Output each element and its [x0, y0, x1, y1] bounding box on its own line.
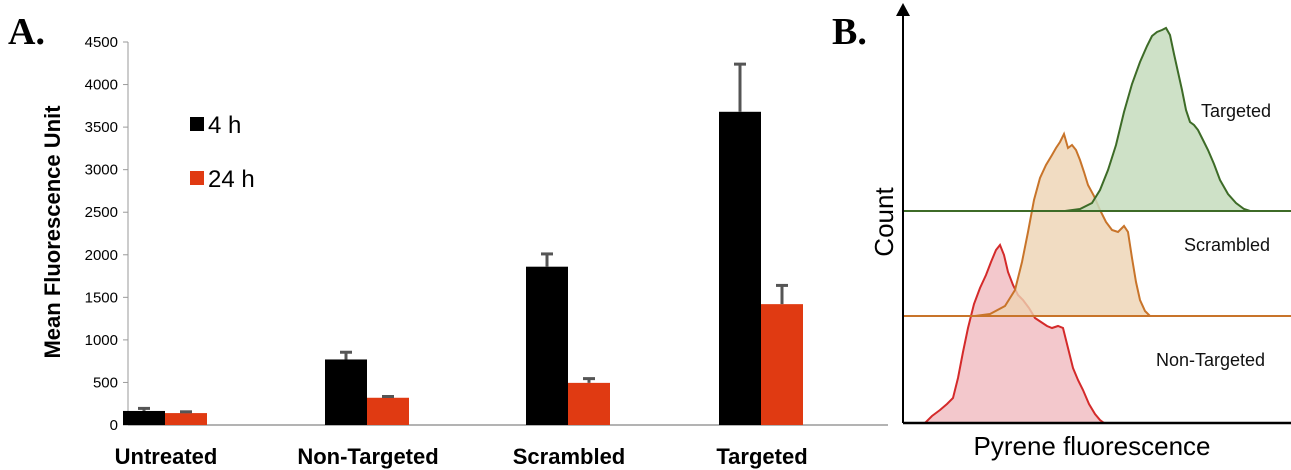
- y-tick-label: 1500: [85, 289, 118, 306]
- label-targeted: Targeted: [1201, 101, 1271, 121]
- bar-4-h-targeted: [719, 111, 761, 426]
- y-axis-arrow-icon: [896, 3, 910, 16]
- bar-24-h-non-targeted: [367, 397, 409, 425]
- category-label-untreated: Untreated: [115, 444, 218, 469]
- y-tick-label: 500: [93, 374, 118, 391]
- y-axis-label: Mean Fluorescence Unit: [40, 105, 65, 359]
- panel-b-letter: B.: [832, 11, 867, 53]
- label-non-targeted: Non-Targeted: [1156, 350, 1265, 370]
- y-tick-label: 0: [110, 417, 118, 434]
- legend-label-24h: 24 h: [208, 166, 255, 193]
- histogram-scrambled: [960, 131, 1153, 317]
- y-tick-label: 4500: [85, 34, 118, 51]
- bar-4-h-scrambled: [526, 266, 568, 425]
- bar-24-h-scrambled: [568, 382, 610, 425]
- y-tick-label: 4000: [85, 77, 118, 94]
- legend-label-4h: 4 h: [208, 112, 241, 139]
- y-tick-label: 2000: [85, 247, 118, 264]
- panel-b-histogram: B. Targeted Scrambled Non-Targeted Count…: [832, 3, 1291, 461]
- histogram-targeted: [1050, 26, 1251, 212]
- label-scrambled: Scrambled: [1184, 235, 1270, 255]
- category-label-scrambled: Scrambled: [513, 444, 626, 469]
- category-labels: Untreated Non-Targeted Scrambled Targeted: [115, 444, 808, 469]
- bar-24-h-untreated: [165, 413, 207, 425]
- b-x-axis-label: Pyrene fluorescence: [973, 431, 1210, 461]
- y-tick-label: 1000: [85, 332, 118, 349]
- bar-24-h-targeted: [761, 304, 803, 425]
- bar-4-h-untreated: [123, 410, 165, 425]
- bar-4-h-non-targeted: [325, 359, 367, 425]
- panel-a-letter: A.: [8, 11, 45, 53]
- bars: [123, 62, 803, 426]
- legend: 4 h 24 h: [190, 112, 255, 193]
- category-label-targeted: Targeted: [716, 444, 807, 469]
- panel-a-bar-chart: A. 050010001500200025003000350040004500 …: [8, 11, 888, 469]
- legend-swatch-24h: [190, 171, 204, 185]
- legend-swatch-4h: [190, 117, 204, 131]
- b-y-axis-label: Count: [869, 187, 899, 257]
- y-tick-label: 2500: [85, 204, 118, 221]
- category-label-non-targeted: Non-Targeted: [297, 444, 438, 469]
- y-tick-label: 3000: [85, 162, 118, 179]
- y-tick-label: 3500: [85, 119, 118, 136]
- y-tick-labels: 0 500 1000 1500 2000 2500 3000 3500 4000 4500: [85, 34, 128, 434]
